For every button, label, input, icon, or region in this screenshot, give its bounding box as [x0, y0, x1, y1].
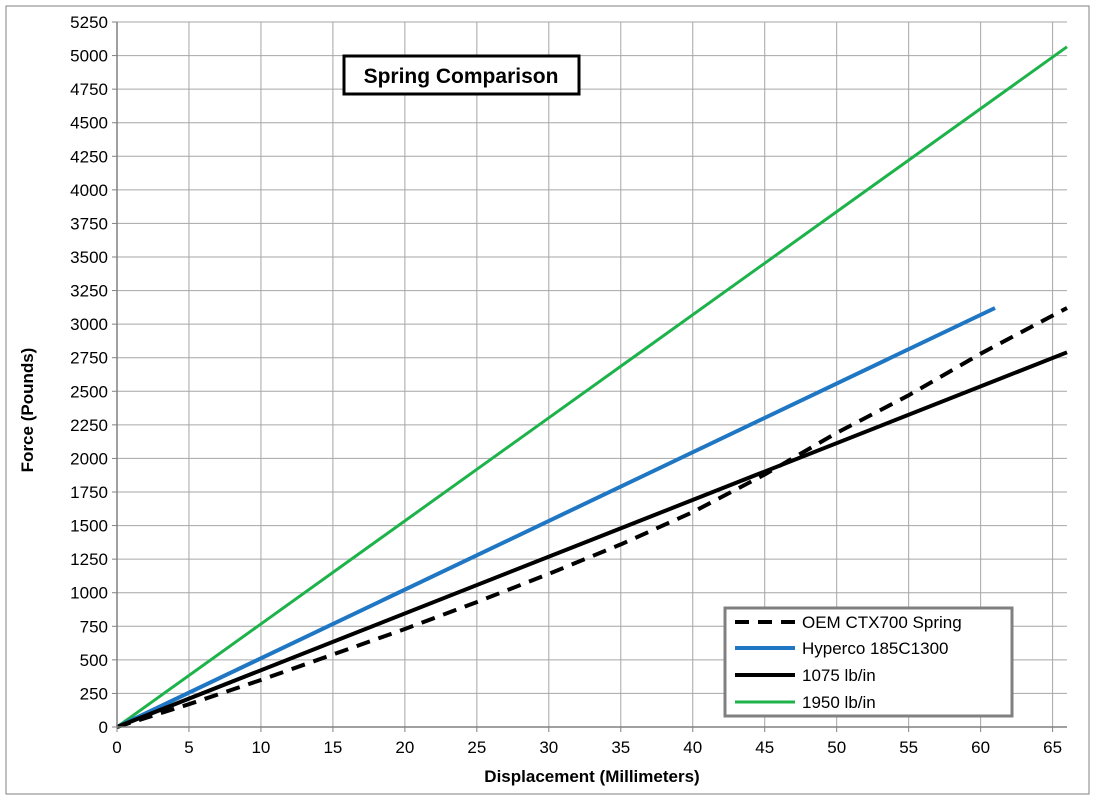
y-tick-label: 4250 [70, 147, 108, 166]
y-tick-label: 2500 [70, 382, 108, 401]
x-tick-label: 30 [539, 738, 558, 757]
legend-frame [723, 606, 1014, 718]
x-tick-label: 5 [184, 738, 193, 757]
tick-labels: 0 5 10 15 20 25 30 35 40 45 50 55 60 65 0 250 500 750 1000… [70, 13, 1062, 757]
x-tick-label: 55 [899, 738, 918, 757]
legend: OEM CTX700 Spring Hyperco 185C1300 1075 lb… [723, 606, 1014, 718]
y-tick-label: 2000 [70, 449, 108, 468]
series-lines [116, 45, 1068, 729]
series-line-3 [116, 350, 1068, 729]
y-tick-label: 3250 [70, 282, 108, 301]
x-tick-label: 50 [827, 738, 846, 757]
series-line-4 [116, 45, 1068, 729]
x-tick-label: 20 [395, 738, 414, 757]
x-tick-label: 35 [611, 738, 630, 757]
axes [112, 21, 1067, 732]
y-tick-label: 4750 [70, 80, 108, 99]
y-tick-label: 500 [80, 651, 108, 670]
legend-label: 1075 lb/in [802, 666, 876, 685]
y-tick-label: 250 [80, 684, 108, 703]
y-tick-label: 1000 [70, 584, 108, 603]
legend-label: Hyperco 185C1300 [802, 639, 948, 658]
x-tick-label: 15 [323, 738, 342, 757]
y-tick-label: 1750 [70, 483, 108, 502]
chart-title-box: Spring Comparison [342, 54, 581, 96]
y-tick-label: 5000 [70, 47, 108, 66]
legend-label: OEM CTX700 Spring [802, 613, 962, 632]
x-tick-label: 25 [467, 738, 486, 757]
y-tick-label: 3000 [70, 315, 108, 334]
x-tick-label: 0 [112, 738, 121, 757]
x-tick-label: 45 [755, 738, 774, 757]
series-line-1 [116, 306, 1068, 729]
y-tick-label: 2750 [70, 349, 108, 368]
y-tick-label: 1250 [70, 550, 108, 569]
y-tick-label: 2250 [70, 416, 108, 435]
y-tick-label: 750 [80, 617, 108, 636]
series-line-2 [116, 306, 996, 729]
x-axis-label: Displacement (Millimeters) [484, 767, 699, 786]
y-tick-label: 5250 [70, 13, 108, 32]
y-tick-label: 3500 [70, 248, 108, 267]
chart-title-frame [342, 54, 581, 96]
y-tick-label: 0 [99, 718, 108, 737]
x-tick-label: 10 [251, 738, 270, 757]
legend-label: 1950 lb/in [802, 693, 876, 712]
y-tick-label: 1500 [70, 517, 108, 536]
y-axis-label: Force (Pounds) [18, 348, 37, 473]
y-tick-label: 3750 [70, 214, 108, 233]
x-tick-label: 60 [971, 738, 990, 757]
x-tick-label: 40 [683, 738, 702, 757]
y-tick-label: 4500 [70, 114, 108, 133]
x-tick-label: 65 [1043, 738, 1062, 757]
chart-title: Spring Comparison [364, 65, 559, 88]
y-tick-label: 4000 [70, 181, 108, 200]
